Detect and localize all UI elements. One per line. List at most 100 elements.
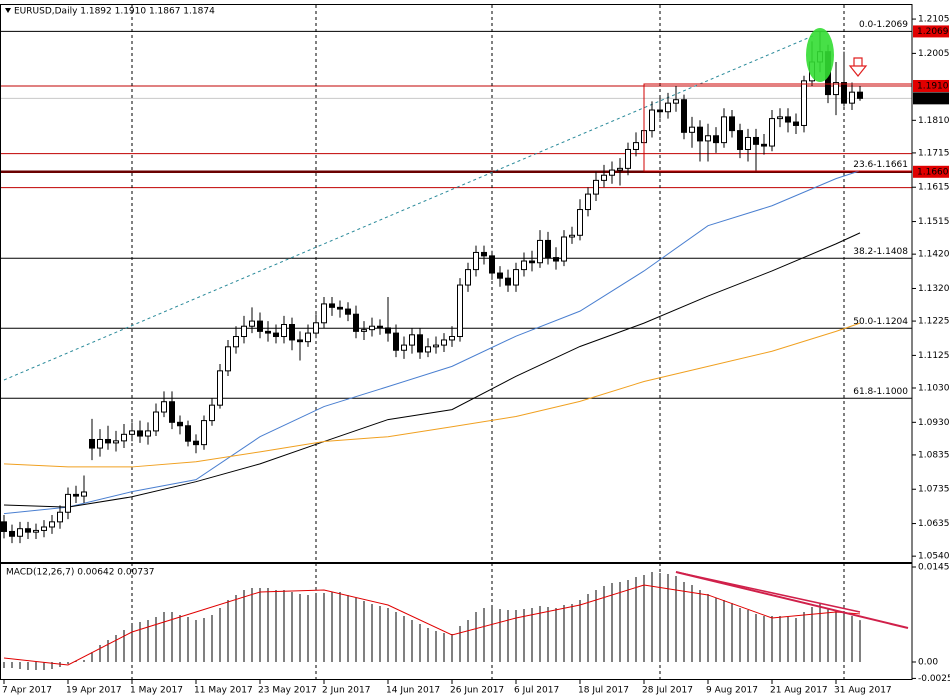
candle-body (313, 322, 319, 334)
candle-body (41, 526, 47, 531)
candle-body (737, 130, 743, 150)
y-tick-label: 1.0635 (918, 519, 950, 529)
candle-body (321, 303, 327, 324)
price-tag-label: 1.2069 (917, 27, 949, 37)
candle-body (113, 440, 119, 444)
fibonacci-label: 23.6-1.1661 (853, 160, 908, 170)
candle-body (585, 193, 591, 211)
y-tick-label: 1.1225 (918, 317, 950, 327)
candle-body (257, 320, 263, 332)
candle-body (497, 272, 503, 279)
candle-body (833, 82, 839, 96)
candle-body (193, 440, 199, 446)
candle-body (721, 116, 727, 144)
candle-body (225, 346, 231, 372)
candle-body (121, 433, 127, 442)
candle-body (177, 421, 183, 427)
x-tick-label: 23 May 2017 (258, 686, 317, 696)
price-tag-label: 1.1660 (917, 167, 949, 177)
y-tick-label: 1.0735 (918, 485, 950, 495)
price-tag (913, 92, 949, 105)
macd-panel-frame (0, 563, 913, 680)
candle-body (537, 239, 543, 264)
x-tick-label: 21 Aug 2017 (770, 686, 828, 696)
y-tick-label: 1.0540 (918, 552, 950, 562)
candle-body (281, 324, 287, 338)
candle-body (481, 251, 487, 257)
chart-title: EURUSD,Daily 1.1892 1.1910 1.1867 1.1874 (14, 7, 215, 17)
candle-body (425, 346, 431, 353)
candle-body (337, 306, 343, 310)
candle-body (521, 260, 527, 271)
candle-body (545, 239, 551, 259)
candle-body (209, 404, 215, 422)
candle-body (265, 330, 271, 334)
candle-body (81, 491, 87, 497)
y-tick-label: 1.0835 (918, 450, 950, 460)
candle-body (249, 320, 255, 327)
back-layer (1, 5, 912, 679)
candle-body (625, 148, 631, 169)
candle-body (393, 332, 399, 351)
candle-body (105, 438, 111, 444)
candle-body (561, 236, 567, 262)
y-tick-label: 1.1715 (918, 148, 950, 158)
candle-body (609, 169, 615, 176)
x-tick-label: 6 Jul 2017 (514, 686, 559, 696)
y-tick-label: 1.1125 (918, 351, 950, 361)
candle-body (345, 308, 351, 315)
price-panel-frame (0, 4, 913, 563)
candle-body (289, 324, 295, 341)
candle-body (681, 99, 687, 133)
candle-body (569, 234, 575, 238)
candle-body (793, 121, 799, 126)
signal-line (3, 584, 861, 666)
x-tick-label: 11 May 2017 (194, 686, 253, 696)
macd-trendline (675, 571, 861, 613)
x-tick-label: 7 Apr 2017 (2, 686, 52, 696)
candle-body (57, 511, 63, 523)
y-tick-label: 1.2105 (918, 15, 950, 25)
candle-body (185, 425, 191, 442)
fibonacci-label: 61.8-1.1000 (853, 387, 908, 397)
candle-body (513, 269, 519, 286)
y-tick-label: 1.0930 (918, 418, 950, 428)
y-tick-label: 0.01457 (918, 562, 950, 572)
candle-body (49, 521, 55, 528)
candle-body (329, 303, 335, 308)
candle-body (489, 255, 495, 274)
fibonacci-label: 38.2-1.1408 (853, 247, 908, 257)
x-tick-label: 1 May 2017 (130, 686, 183, 696)
candle-body (169, 401, 175, 423)
candle-body (17, 528, 23, 537)
candle-body (617, 167, 623, 171)
candle-body (705, 135, 711, 142)
candle-body (441, 339, 447, 346)
candle-body (361, 329, 367, 332)
y-tick-label: 1.1420 (918, 250, 950, 260)
candle-body (65, 493, 71, 513)
candle-body (769, 118, 775, 147)
candle-body (1, 521, 7, 532)
trendline (3, 34, 816, 381)
candle-body (401, 344, 407, 351)
candle-body (601, 174, 607, 181)
candle-body (137, 430, 143, 437)
moving-average (3, 170, 861, 515)
x-tick-label: 9 Aug 2017 (706, 686, 758, 696)
candle-body (689, 126, 695, 133)
candle-body (129, 430, 135, 435)
candle-body (161, 401, 167, 413)
price-tag (913, 79, 949, 92)
candle-body (665, 102, 671, 113)
candle-body (505, 277, 511, 286)
candle-body (369, 325, 375, 331)
y-tick-label: 1.1615 (918, 183, 950, 193)
candle-body (417, 334, 423, 353)
candle-body (385, 327, 391, 334)
macd-trendline (675, 571, 909, 629)
y-tick-label: 1.1320 (918, 284, 950, 294)
price-tag (913, 25, 949, 38)
candle-body (649, 109, 655, 132)
